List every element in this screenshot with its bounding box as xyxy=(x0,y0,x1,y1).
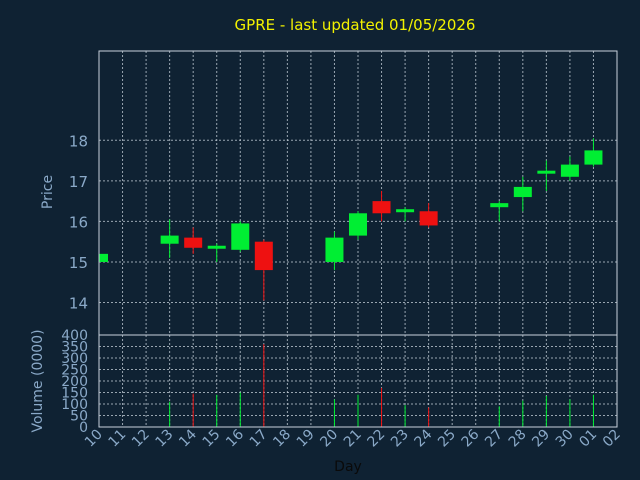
candle-body xyxy=(490,203,509,208)
candle-body xyxy=(184,237,203,248)
candle-body xyxy=(231,223,250,250)
candles xyxy=(98,138,603,301)
price-y-tick-label: 17 xyxy=(69,173,88,191)
volume-y-tick-label: 400 xyxy=(61,328,88,344)
candle-body xyxy=(537,170,556,174)
volume-y-tick-label: 0 xyxy=(79,420,88,436)
volume-y-tick-label: 150 xyxy=(61,386,88,402)
candle-body xyxy=(207,245,226,249)
price-y-tick-label: 15 xyxy=(69,254,88,272)
candle-body xyxy=(513,186,532,198)
candle-body xyxy=(372,201,391,214)
candle-body xyxy=(325,237,344,262)
candle-body xyxy=(560,164,579,177)
price-y-tick-label: 14 xyxy=(69,295,88,313)
volume-y-tick-label: 200 xyxy=(61,374,88,390)
candle-body xyxy=(99,253,108,262)
volume-panel-frame xyxy=(98,334,618,428)
x-ticks: 10 11 12 13 14 15 16 17 18 19 20 21 22 23 24 25 26 27 28 29… xyxy=(82,426,624,450)
volume-y-tick-label: 350 xyxy=(61,340,88,356)
candle-body xyxy=(160,235,179,244)
volume-y-tick-label: 300 xyxy=(61,351,88,367)
volume-axis-label: Volume (0000) xyxy=(30,329,46,432)
chart-title: GPRE - last updated 01/05/2026 xyxy=(235,16,476,34)
volume-bars xyxy=(169,344,594,427)
price-y-ticks: 14 15 16 17 18 xyxy=(69,132,88,312)
price-y-tick-label: 18 xyxy=(69,132,88,150)
candle-body xyxy=(584,150,603,165)
volume-y-tick-label: 50 xyxy=(70,409,88,425)
candle-body xyxy=(396,209,415,213)
price-y-tick-label: 16 xyxy=(69,213,88,231)
candle-body xyxy=(349,213,367,236)
volume-y-tick-label: 250 xyxy=(61,363,88,379)
x-axis-label: Day xyxy=(334,459,362,475)
candle-body xyxy=(419,211,438,226)
volume-y-tick-label: 100 xyxy=(61,397,88,413)
price-axis-label: Price xyxy=(40,175,56,209)
candle-body xyxy=(254,241,273,271)
